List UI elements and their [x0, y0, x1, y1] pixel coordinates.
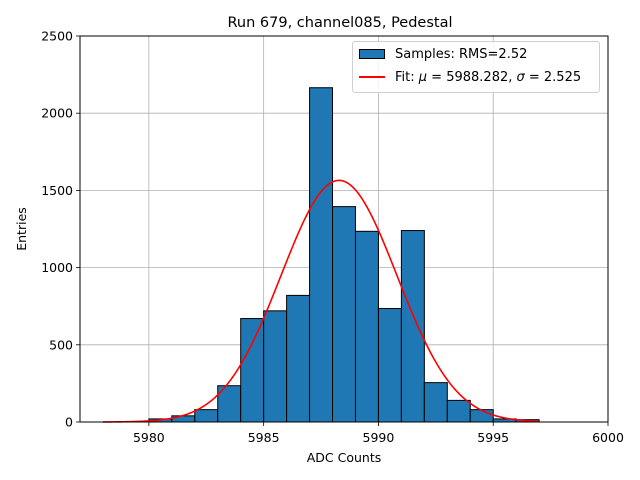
x-axis-ticks: 5980 5985 5990 5995 6000: [133, 422, 624, 445]
legend-label-fit: Fit: μ = 5988.282, σ = 2.525: [395, 70, 581, 85]
x-tick-label: 6000: [592, 430, 624, 445]
y-tick-label: 1000: [41, 260, 73, 275]
y-axis-label: Entries: [14, 207, 29, 251]
histogram-bar: [423, 382, 448, 423]
fit-curve: [102, 179, 540, 423]
x-tick-label: 5990: [363, 430, 395, 445]
x-tick-label: 5985: [248, 430, 280, 445]
x-axis-label: ADC Counts: [307, 450, 382, 465]
legend-sigma-symbol: σ: [516, 69, 525, 85]
legend-swatch-fit: [359, 76, 385, 78]
legend-item-samples: Samples: RMS=2.52: [359, 45, 527, 63]
plot-frame: [79, 35, 609, 423]
y-tick-label: 0: [65, 415, 73, 430]
y-tick-label: 2500: [41, 29, 73, 44]
legend-sigma-value: = 2.525: [524, 69, 582, 85]
histogram-bar: [354, 230, 379, 423]
histogram-bar: [309, 87, 334, 423]
legend: Samples: RMS=2.52 Fit: μ = 5988.282, σ =…: [352, 41, 600, 93]
histogram-bar: [240, 318, 265, 423]
chart-title: Run 679, channel085, Pedestal: [227, 15, 452, 31]
y-tick-label: 2000: [41, 106, 73, 121]
histogram-bar: [286, 294, 311, 423]
histogram-bars: [148, 87, 540, 423]
histogram-bar: [263, 310, 288, 423]
y-tick-label: 500: [49, 337, 73, 352]
histogram-bar: [332, 206, 356, 423]
histogram-bar: [400, 230, 425, 423]
histogram-bar: [446, 399, 471, 423]
x-tick-label: 5980: [133, 430, 165, 445]
legend-mu-symbol: μ: [418, 69, 428, 85]
legend-label-samples: Samples: RMS=2.52: [395, 46, 528, 62]
legend-mu-value: = 5988.282,: [427, 69, 517, 85]
legend-swatch-samples: [359, 49, 385, 59]
histogram-bar: [194, 409, 219, 423]
legend-item-fit: Fit: μ = 5988.282, σ = 2.525: [359, 68, 581, 86]
y-axis-ticks: 0 500 1000 1500 2000 2500: [41, 29, 80, 430]
histogram-bar: [469, 409, 494, 423]
histogram-bar: [377, 308, 402, 423]
x-tick-label: 5995: [477, 430, 509, 445]
legend-fit-prefix: Fit:: [395, 69, 419, 85]
y-tick-label: 1500: [41, 183, 73, 198]
